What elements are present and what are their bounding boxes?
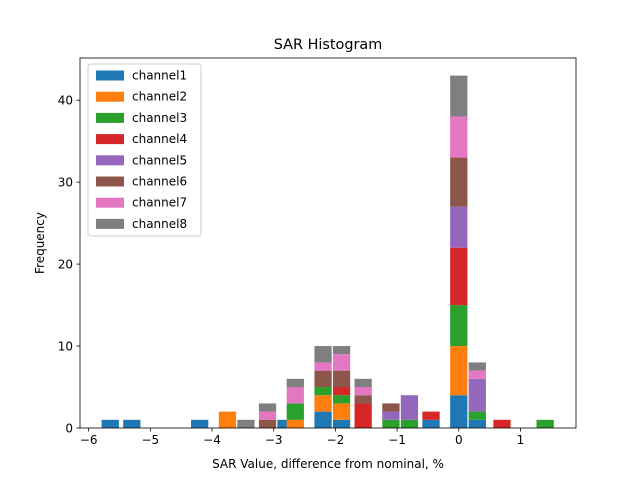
bar-channel4-2 <box>422 411 440 420</box>
bar-channel7-3 <box>332 354 351 371</box>
bar-channel3-4 <box>400 419 419 428</box>
legend-swatch-channel3 <box>96 112 124 123</box>
bar-channel6-1 <box>314 370 332 388</box>
x-tick-label: −1 <box>388 433 406 447</box>
bar-channel5-3 <box>468 378 486 412</box>
legend-swatch-channel5 <box>96 155 124 166</box>
bar-channel7-2 <box>314 362 332 371</box>
bar-channel1-7 <box>422 419 440 428</box>
x-tick-label: −6 <box>80 433 98 447</box>
bar-channel1-9 <box>468 419 486 428</box>
y-tick-label: 40 <box>58 94 73 108</box>
legend-swatch-channel1 <box>96 70 124 81</box>
bar-channel2-1 <box>286 419 304 428</box>
legend-label-channel4: channel4 <box>132 132 187 146</box>
bar-channel1-3 <box>277 419 295 428</box>
legend-label-channel1: channel1 <box>132 69 187 83</box>
bar-channel1-0 <box>101 419 119 428</box>
x-tick-label: −5 <box>141 433 159 447</box>
bar-channel3-2 <box>332 395 351 404</box>
bar-channel8-6 <box>450 75 468 117</box>
chart-title: SAR Histogram <box>274 37 382 53</box>
legend-swatch-channel4 <box>96 134 124 145</box>
bar-channel7-0 <box>258 411 277 420</box>
legend-swatch-channel2 <box>96 91 124 102</box>
bar-channel8-3 <box>314 346 332 363</box>
legend-label-channel5: channel5 <box>132 153 187 167</box>
bar-channel5-0 <box>382 411 400 420</box>
legend-swatch-channel8 <box>96 218 124 229</box>
x-tick-label: 1 <box>517 433 525 447</box>
bar-channel2-2 <box>314 395 332 412</box>
bar-channel8-2 <box>286 378 304 388</box>
bar-channel1-1 <box>123 419 141 428</box>
legend-swatch-channel7 <box>96 197 124 208</box>
x-tick-label: −2 <box>327 433 345 447</box>
bar-channel3-1 <box>314 387 332 396</box>
legend-label-channel6: channel6 <box>132 175 187 189</box>
bar-channel8-4 <box>332 346 351 355</box>
x-axis: −6 −5 −4 −3 −2 −1 0 1 <box>80 428 525 447</box>
x-tick-label: −3 <box>265 433 283 447</box>
bar-channel3-5 <box>450 305 468 347</box>
bar-channel4-0 <box>332 387 351 396</box>
bar-channel6-3 <box>354 395 372 404</box>
bar-channel1-4 <box>314 411 332 428</box>
bar-channel5-2 <box>450 206 468 248</box>
bar-channel6-0 <box>258 419 277 428</box>
legend-label-channel8: channel8 <box>132 217 187 231</box>
y-axis-label: Frequency <box>33 212 47 274</box>
bar-channel6-4 <box>382 403 400 412</box>
y-axis: 0 10 20 30 40 <box>58 94 80 436</box>
bar-channel8-7 <box>468 362 486 371</box>
bar-channel2-4 <box>450 346 468 396</box>
bar-channel7-1 <box>286 387 304 404</box>
legend: channel1 channel2 channel3 channel4 channel5… <box>87 63 202 237</box>
legend-box <box>87 63 202 237</box>
x-tick-label: 0 <box>455 433 463 447</box>
y-tick-label: 0 <box>65 422 73 436</box>
bar-channel8-5 <box>354 378 372 388</box>
y-tick-label: 10 <box>58 340 73 354</box>
legend-label-channel3: channel3 <box>132 111 187 125</box>
y-tick-label: 30 <box>58 176 73 190</box>
bar-channel6-5 <box>450 157 468 207</box>
bar-channel2-0 <box>218 411 237 428</box>
bar-channel3-7 <box>536 419 554 428</box>
bar-channel3-6 <box>468 411 486 420</box>
bars-layer <box>101 75 554 428</box>
bar-channel1-2 <box>191 419 209 428</box>
plot-frame <box>79 57 577 429</box>
bar-channel7-5 <box>450 116 468 158</box>
bar-channel7-6 <box>468 370 486 379</box>
legend-label-channel2: channel2 <box>132 90 187 104</box>
bar-channel3-0 <box>286 403 304 420</box>
bar-channel7-4 <box>354 387 372 396</box>
x-axis-label: SAR Value, difference from nominal, % <box>212 457 444 471</box>
bar-channel4-1 <box>354 403 372 428</box>
bar-channel5-1 <box>400 395 419 420</box>
y-tick-label: 20 <box>58 258 73 272</box>
bar-channel1-8 <box>450 395 468 428</box>
bar-channel6-2 <box>332 370 351 388</box>
bar-channel1-5 <box>332 419 351 428</box>
legend-swatch-channel6 <box>96 176 124 187</box>
bar-channel8-1 <box>258 403 277 412</box>
bar-channel4-4 <box>493 419 511 428</box>
bar-channel2-3 <box>332 403 351 420</box>
bar-channel8-0 <box>237 419 255 428</box>
bar-channel4-3 <box>450 247 468 306</box>
bar-channel3-3 <box>382 419 400 428</box>
x-tick-label: −4 <box>203 433 221 447</box>
legend-label-channel7: channel7 <box>132 196 187 210</box>
